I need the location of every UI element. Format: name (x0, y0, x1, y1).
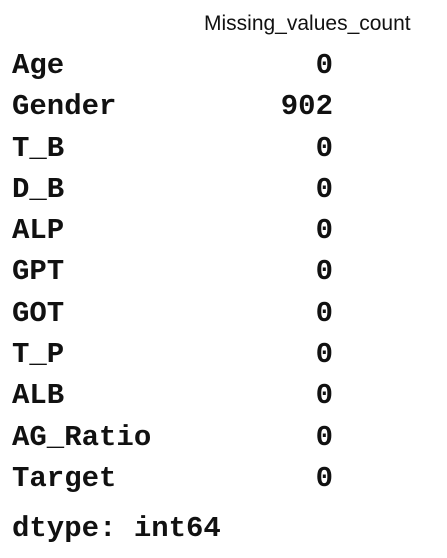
table-row: ALP 0 (12, 210, 432, 251)
row-label-d-b: D_B (12, 172, 65, 206)
row-label-ag-ratio: AG_Ratio (12, 420, 152, 454)
row-value-age: 0 (315, 49, 333, 82)
table-row: GPT 0 (12, 251, 432, 292)
table-row: Gender 902 (12, 86, 432, 127)
row-value-alp: 0 (315, 214, 333, 248)
table-row: ALB 0 (12, 375, 432, 416)
row-value-got: 0 (315, 296, 333, 330)
row-label-target: Target (12, 461, 117, 495)
row-value-ag-ratio: 0 (315, 420, 333, 454)
table-row: T_B 0 (12, 128, 432, 169)
dtype-footer: dtype: int64 (12, 512, 221, 545)
missing-values-table: Age 0 Gender 902 T_B 0 D_B 0 ALP 0 GPT 0… (12, 45, 432, 499)
row-label-gender: Gender (12, 90, 117, 124)
row-value-gpt: 0 (315, 255, 333, 289)
row-label-gpt: GPT (12, 255, 65, 289)
table-row: GOT 0 (12, 293, 432, 334)
row-value-alb: 0 (315, 379, 333, 413)
row-label-t-b: T_B (12, 131, 65, 165)
row-value-target: 0 (315, 461, 333, 495)
table-row: Target 0 (12, 458, 432, 499)
row-label-t-p: T_P (12, 338, 65, 372)
table-row: D_B 0 (12, 169, 432, 210)
row-value-d-b: 0 (315, 172, 333, 206)
table-row: Age 0 (12, 45, 432, 86)
row-value-t-b: 0 (315, 131, 333, 165)
table-row: AG_Ratio 0 (12, 417, 432, 458)
row-label-alp: ALP (12, 214, 65, 248)
row-value-gender: 902 (280, 90, 333, 124)
table-row: T_P 0 (12, 334, 432, 375)
row-label-age: Age (12, 49, 65, 82)
row-value-t-p: 0 (315, 338, 333, 372)
column-header: Missing_values_count (204, 12, 411, 35)
row-label-got: GOT (12, 296, 65, 330)
row-label-alb: ALB (12, 379, 65, 413)
